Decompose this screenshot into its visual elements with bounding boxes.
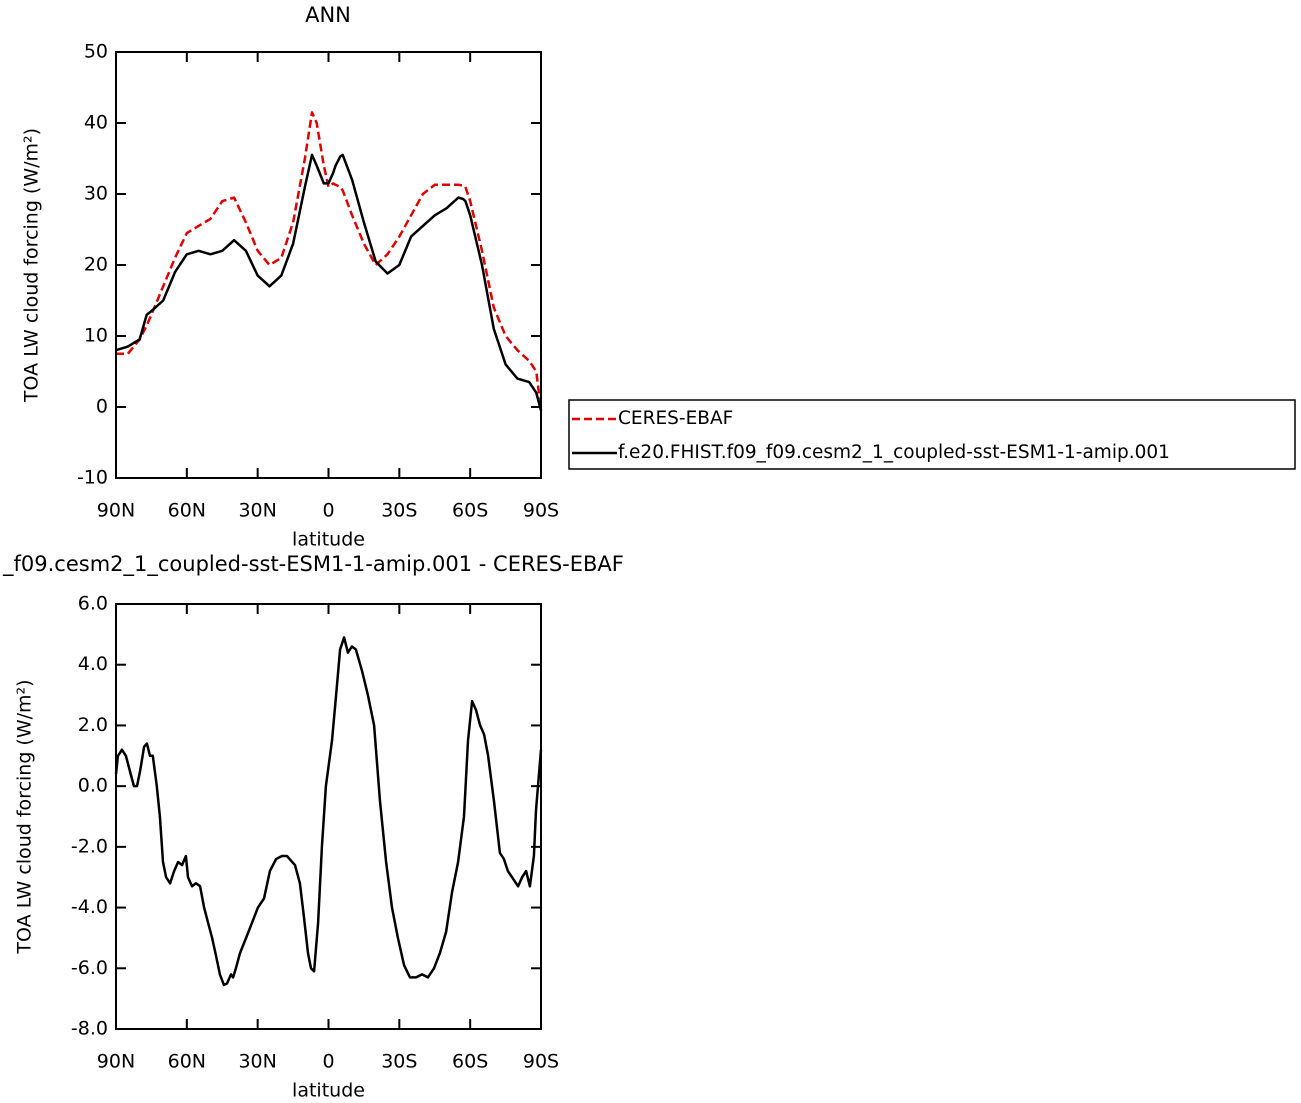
y-axis-label: TOA LW cloud forcing (W/m²) bbox=[21, 128, 43, 403]
x-tick-label: 30N bbox=[238, 1051, 276, 1073]
x-tick-label: 30N bbox=[238, 500, 276, 522]
y-tick-label: 6.0 bbox=[78, 593, 108, 615]
legend-label: f.e20.FHIST.f09_f09.cesm2_1_coupled-sst-… bbox=[618, 442, 1170, 463]
y-tick-label: 0 bbox=[96, 396, 108, 418]
x-tick-label: 90N bbox=[97, 500, 135, 522]
x-tick-label: 0 bbox=[322, 500, 334, 522]
y-axis-label: TOA LW cloud forcing (W/m²) bbox=[14, 679, 36, 954]
y-tick-label: -4.0 bbox=[71, 896, 108, 918]
series-line bbox=[115, 153, 543, 411]
x-tick-label: 60N bbox=[168, 1051, 206, 1073]
y-tick-label: -2.0 bbox=[71, 835, 108, 857]
chart-title: _f09.cesm2_1_coupled-sst-ESM1-1-amip.001… bbox=[2, 552, 624, 577]
x-tick-label: 60S bbox=[452, 500, 488, 522]
y-tick-label: -10 bbox=[77, 467, 108, 489]
x-axis-label: latitude bbox=[292, 529, 365, 551]
x-tick-label: 30S bbox=[381, 1051, 417, 1073]
y-tick-label: 10 bbox=[84, 325, 108, 347]
y-tick-label: -8.0 bbox=[71, 1018, 108, 1040]
y-tick-label: 50 bbox=[84, 41, 108, 63]
plot-frame bbox=[115, 603, 542, 1030]
y-tick-label: 40 bbox=[84, 112, 108, 134]
x-tick-label: 90S bbox=[523, 1051, 559, 1073]
y-tick-label: 20 bbox=[84, 254, 108, 276]
y-tick-label: 30 bbox=[84, 183, 108, 205]
x-tick-label: 60S bbox=[452, 1051, 488, 1073]
y-tick-label: -6.0 bbox=[71, 957, 108, 979]
series-line bbox=[116, 111, 543, 411]
x-tick-label: 30S bbox=[381, 500, 417, 522]
x-axis-label: latitude bbox=[292, 1080, 365, 1102]
y-tick-label: 4.0 bbox=[78, 653, 108, 675]
legend-box bbox=[568, 399, 1296, 470]
x-tick-label: 90S bbox=[523, 500, 559, 522]
y-tick-label: 0.0 bbox=[78, 775, 108, 797]
series-line bbox=[114, 636, 543, 987]
chart-title: ANN bbox=[305, 3, 351, 27]
plot-frame bbox=[115, 51, 542, 479]
x-tick-label: 0 bbox=[322, 1051, 334, 1073]
legend-label: CERES-EBAF bbox=[618, 408, 733, 429]
y-tick-label: 2.0 bbox=[78, 714, 108, 736]
x-tick-label: 90N bbox=[97, 1051, 135, 1073]
x-tick-label: 60N bbox=[168, 500, 206, 522]
